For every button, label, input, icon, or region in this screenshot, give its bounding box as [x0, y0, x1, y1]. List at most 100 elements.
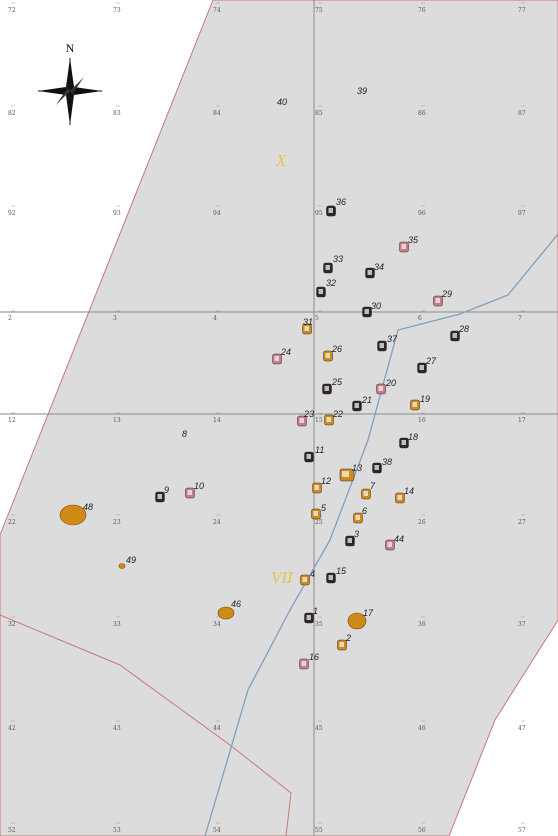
feature-19[interactable]: 19 — [410, 394, 431, 411]
compass-arrow-north — [66, 58, 74, 91]
feature-3[interactable]: 3 — [345, 529, 360, 547]
compass-arrow-east — [70, 87, 102, 95]
feature-highlight — [363, 491, 368, 496]
feature-label: 25 — [331, 377, 343, 387]
feature-6[interactable]: 6 — [353, 506, 368, 524]
feature-highlight — [387, 542, 392, 547]
feature-label: 13 — [352, 463, 362, 473]
grid-label: 34 — [213, 621, 221, 628]
grid-label: 24 — [213, 519, 221, 526]
feature-highlight — [326, 417, 331, 422]
feature-label: 12 — [321, 476, 331, 486]
feature-31[interactable]: 31 — [302, 317, 314, 335]
feature-32[interactable]: 32 — [316, 278, 337, 298]
grid-label: 13 — [113, 417, 121, 424]
grid-label: 36 — [418, 621, 426, 628]
feature-27[interactable]: 27 — [417, 356, 438, 374]
feature-label: 19 — [420, 394, 430, 404]
feature-label: 48 — [83, 502, 93, 512]
feature-35[interactable]: 35 — [399, 235, 420, 253]
grid-label: 52 — [8, 827, 16, 834]
sector-label-vii: VII — [271, 568, 294, 587]
grid-label: 32 — [8, 621, 16, 628]
feature-label: 26 — [331, 344, 342, 354]
grid-label: 55 — [315, 827, 323, 834]
feature-label: 34 — [374, 262, 384, 272]
feature-16[interactable]: 16 — [299, 652, 320, 670]
feature-28[interactable]: 28 — [450, 324, 470, 342]
feature-20[interactable]: 20 — [376, 378, 397, 395]
feature-23[interactable]: 23 — [297, 409, 315, 427]
feature-highlight — [313, 511, 318, 516]
feature-highlight — [187, 490, 192, 495]
compass-arrow-sw — [56, 89, 70, 105]
feature-1[interactable]: 1 — [304, 606, 319, 624]
feature-21[interactable]: 21 — [352, 395, 373, 412]
feature-30[interactable]: 30 — [362, 301, 382, 318]
feature-highlight — [378, 386, 383, 391]
feature-label: 28 — [458, 324, 469, 334]
feature-label: 29 — [441, 289, 452, 299]
feature-4[interactable]: 4 — [300, 569, 316, 586]
grid-label: 74 — [213, 7, 221, 14]
feature-25[interactable]: 25 — [322, 377, 344, 395]
feature-label: 35 — [408, 235, 419, 245]
feature-highlight — [299, 418, 304, 423]
feature-9[interactable]: 9 — [155, 485, 170, 503]
feature-14[interactable]: 14 — [395, 486, 415, 504]
feature-label: 7 — [370, 481, 376, 491]
feature-label: 15 — [336, 566, 347, 576]
feature-29[interactable]: 29 — [433, 289, 453, 307]
feature-12[interactable]: 12 — [312, 476, 332, 494]
feature-highlight — [401, 244, 406, 249]
grid-label: 87 — [518, 110, 526, 117]
grid-label: 95 — [315, 210, 323, 217]
feature-label: 4 — [310, 569, 315, 579]
feature-label: 17 — [363, 608, 374, 618]
compass: N — [38, 41, 102, 125]
grid-label: 92 — [8, 210, 16, 217]
grid-label: 53 — [113, 827, 121, 834]
feature-label: 33 — [333, 254, 343, 264]
feature-38[interactable]: 38 — [372, 457, 393, 474]
compass-arrow-ne — [70, 77, 84, 93]
feature-37[interactable]: 37 — [377, 334, 399, 352]
feature-5[interactable]: 5 — [311, 503, 328, 520]
feature-49[interactable]: 49 — [118, 555, 136, 569]
grid-label: 47 — [518, 725, 526, 732]
feature-44[interactable]: 44 — [385, 534, 405, 551]
feature-highlight — [306, 615, 311, 620]
grid-label: 15 — [315, 417, 323, 424]
feature-26[interactable]: 26 — [323, 344, 343, 362]
feature-10[interactable]: 10 — [185, 481, 205, 499]
feature-33[interactable]: 33 — [323, 254, 344, 274]
feature-unlabeled[interactable] — [326, 205, 336, 217]
grid-label: 73 — [113, 7, 121, 14]
feature-label: 22 — [332, 409, 343, 419]
feature-11[interactable]: 11 — [304, 445, 325, 463]
feature-48[interactable]: 48 — [59, 502, 93, 526]
feature-8[interactable]: 8 — [182, 429, 187, 439]
feature-13[interactable]: 13 — [339, 463, 362, 482]
feature-label: 16 — [309, 652, 319, 662]
feature-7[interactable]: 7 — [361, 481, 377, 500]
feature-highlight — [364, 309, 369, 314]
feature-label: 20 — [385, 378, 396, 388]
feature-17[interactable]: 17 — [347, 608, 374, 630]
feature-34[interactable]: 34 — [365, 262, 385, 279]
feature-46[interactable]: 46 — [217, 599, 241, 620]
feature-15[interactable]: 15 — [326, 566, 348, 584]
feature-39[interactable]: 39 — [357, 86, 367, 96]
feature-24[interactable]: 24 — [272, 347, 292, 365]
feature-highlight — [274, 356, 279, 361]
feature-label: 6 — [362, 506, 367, 516]
feature-18[interactable]: 18 — [399, 432, 419, 449]
grid-label: 94 — [213, 210, 221, 217]
feature-highlight — [342, 471, 349, 477]
grid-label: 46 — [418, 725, 426, 732]
feature-40[interactable]: 40 — [277, 97, 287, 107]
feature-2[interactable]: 2 — [337, 633, 352, 651]
feature-22[interactable]: 22 — [324, 409, 344, 426]
